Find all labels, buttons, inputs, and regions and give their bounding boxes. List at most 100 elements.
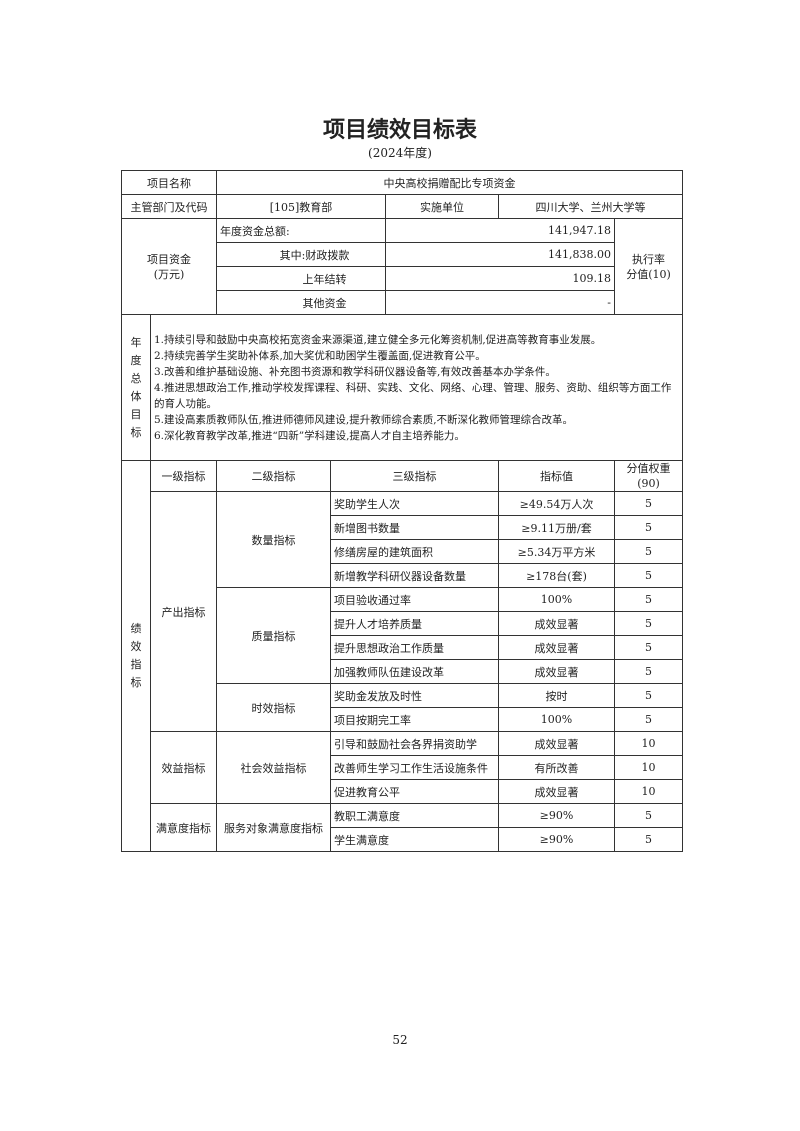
header-weight: 分值权重 (90) xyxy=(613,460,684,492)
weight-value: 5 xyxy=(613,659,684,684)
implementer-label: 实施单位 xyxy=(385,194,499,219)
level3-indicator: 改善师生学习工作生活设施条件 xyxy=(330,755,499,780)
fund-row-value: - xyxy=(385,290,615,315)
indicator-row: 项目按期完工率 100% 5 xyxy=(122,707,684,732)
fund-row-value: 141,947.18 xyxy=(385,218,615,243)
goal-item: 2.持续完善学生奖助补体系,加大奖优和助困学生覆盖面,促进教育公平。 xyxy=(154,349,486,362)
level3-indicator: 促进教育公平 xyxy=(330,779,499,804)
weight-value: 5 xyxy=(613,587,684,612)
target-value: 成效显著 xyxy=(498,659,615,684)
weight-value: 5 xyxy=(613,683,684,708)
fund-row-label: 上年结转 xyxy=(216,266,386,291)
indicator-row: 学生满意度 ≥90% 5 xyxy=(122,827,684,852)
level3-indicator: 项目验收通过率 xyxy=(330,587,499,612)
header-level1: 一级指标 xyxy=(150,460,217,492)
weight-value: 5 xyxy=(613,827,684,852)
level1-indicator: 满意度指标 xyxy=(150,803,217,852)
fund-row-value: 141,838.00 xyxy=(385,242,615,267)
level2-indicator: 服务对象满意度指标 xyxy=(216,803,331,852)
target-value: 成效显著 xyxy=(498,611,615,636)
target-value: ≥5.34万平方米 xyxy=(498,539,615,564)
indicator-row: 质量指标 项目验收通过率 100% 5 xyxy=(122,587,684,684)
goals-label: 年度总体目标 xyxy=(121,314,151,461)
level3-indicator: 学生满意度 xyxy=(330,827,499,852)
level1-indicator: 效益指标 xyxy=(150,731,217,804)
fund-row: 上年结转 109.18 xyxy=(122,266,683,291)
implementer-value: 四川大学、兰州大学等 xyxy=(497,194,684,219)
indicator-row: 效益指标 社会效益指标 引导和鼓励社会各界捐资助学 成效显著 10 xyxy=(122,731,684,804)
target-value: 成效显著 xyxy=(498,779,615,804)
weight-value: 5 xyxy=(613,491,684,516)
fund-row-label: 其中:财政拨款 xyxy=(216,242,386,267)
target-value: 按时 xyxy=(498,683,615,708)
weight-value: 5 xyxy=(613,803,684,828)
level3-indicator: 奖助学生人次 xyxy=(330,491,499,516)
indicator-row: 时效指标 奖助金发放及时性 按时 5 xyxy=(122,683,684,732)
project-name-row: 项目名称 中央高校捐赠配比专项资金 xyxy=(121,170,684,195)
indicator-row: 提升思想政治工作质量 成效显著 5 xyxy=(122,635,684,660)
indicator-row: 加强教师队伍建设改革 成效显著 5 xyxy=(122,659,684,684)
weight-value: 5 xyxy=(613,611,684,636)
target-value: ≥49.54万人次 xyxy=(498,491,615,516)
goal-item: 6.深化教育教学改革,推进“四新”学科建设,提高人才自主培养能力。 xyxy=(154,429,465,442)
weight-value: 5 xyxy=(613,707,684,732)
level3-indicator: 奖助金发放及时性 xyxy=(330,683,499,708)
target-value: 有所改善 xyxy=(498,755,615,780)
page-title: 项目绩效目标表 xyxy=(322,118,477,143)
funds-label: 项目资金 (万元) xyxy=(121,218,217,315)
weight-value: 10 xyxy=(613,731,684,756)
weight-value: 5 xyxy=(613,563,684,588)
page-number: 52 xyxy=(392,1033,408,1047)
weight-value: 5 xyxy=(613,515,684,540)
target-value: ≥178台(套) xyxy=(498,563,615,588)
header-target-value: 指标值 xyxy=(498,460,615,492)
goal-item: 3.改善和维护基础设施、补充图书资源和教学科研仪器设备等,有效改善基本办学条件。 xyxy=(154,365,556,378)
weight-value: 10 xyxy=(613,755,684,780)
target-value: ≥90% xyxy=(498,803,615,828)
indicator-row: 新增教学科研仪器设备数量 ≥178台(套) 5 xyxy=(122,563,684,588)
target-value: 100% xyxy=(498,707,615,732)
target-value: 100% xyxy=(498,587,615,612)
indicator-header-row: 绩效指标 一级指标 二级指标 三级指标 指标值 分值权重 (90) xyxy=(121,460,684,852)
level3-indicator: 新增教学科研仪器设备数量 xyxy=(330,563,499,588)
level3-indicator: 引导和鼓励社会各界捐资助学 xyxy=(330,731,499,756)
level3-indicator: 教职工满意度 xyxy=(330,803,499,828)
fund-row-value: 109.18 xyxy=(385,266,615,291)
level3-indicator: 新增图书数量 xyxy=(330,515,499,540)
goal-item: 5.建设高素质教师队伍,推进师德师风建设,提升教师综合素质,不断深化教师管理综合… xyxy=(154,413,574,426)
indicators-label: 绩效指标 xyxy=(121,460,151,852)
goal-item: 4.推进思想政治工作,推动学校发挥课程、科研、实践、文化、网络、心理、管理、服务… xyxy=(154,381,672,410)
weight-value: 10 xyxy=(613,779,684,804)
level3-indicator: 修缮房屋的建筑面积 xyxy=(330,539,499,564)
goals-text: 1.持续引导和鼓励中央高校拓宽资金来源渠道,建立健全多元化筹资机制,促进高等教育… xyxy=(149,314,684,461)
goals-row: 年度总体目标 1.持续引导和鼓励中央高校拓宽资金来源渠道,建立健全多元化筹资机制… xyxy=(121,314,684,461)
target-value: 成效显著 xyxy=(498,731,615,756)
header-level2: 二级指标 xyxy=(216,460,331,492)
header-level3: 三级指标 xyxy=(330,460,499,492)
fund-row: 项目资金 (万元) 年度资金总额: 141,947.18 执行率 分值(10) xyxy=(121,218,684,315)
target-value: ≥90% xyxy=(498,827,615,852)
level2-indicator: 社会效益指标 xyxy=(216,731,331,804)
target-value: ≥9.11万册/套 xyxy=(498,515,615,540)
indicator-row: 新增图书数量 ≥9.11万册/套 5 xyxy=(122,515,684,540)
department-row: 主管部门及代码 [105]教育部 实施单位 四川大学、兰州大学等 xyxy=(121,194,684,219)
indicator-row: 满意度指标 服务对象满意度指标 教职工满意度 ≥90% 5 xyxy=(122,803,684,852)
execution-rate-label: 执行率 分值(10) xyxy=(613,218,684,315)
level3-indicator: 提升思想政治工作质量 xyxy=(330,635,499,660)
level2-indicator: 数量指标 xyxy=(216,491,331,588)
level3-indicator: 加强教师队伍建设改革 xyxy=(330,659,499,684)
level2-indicator: 时效指标 xyxy=(216,683,331,732)
indicator-row: 修缮房屋的建筑面积 ≥5.34万平方米 5 xyxy=(122,539,684,564)
target-value: 成效显著 xyxy=(498,635,615,660)
department-label: 主管部门及代码 xyxy=(121,194,217,219)
weight-value: 5 xyxy=(613,635,684,660)
level3-indicator: 项目按期完工率 xyxy=(330,707,499,732)
project-name-label: 项目名称 xyxy=(121,170,217,195)
page-subtitle: (2024年度) xyxy=(368,146,432,160)
department-value: [105]教育部 xyxy=(216,194,386,219)
goal-item: 1.持续引导和鼓励中央高校拓宽资金来源渠道,建立健全多元化筹资机制,促进高等教育… xyxy=(154,333,602,346)
performance-target-table: 项目名称 中央高校捐赠配比专项资金 主管部门及代码 [105]教育部 实施单位 … xyxy=(121,170,684,852)
indicator-row: 提升人才培养质量 成效显著 5 xyxy=(122,611,684,636)
indicator-row: 产出指标 数量指标 奖助学生人次 ≥49.54万人次 5 xyxy=(122,491,684,732)
